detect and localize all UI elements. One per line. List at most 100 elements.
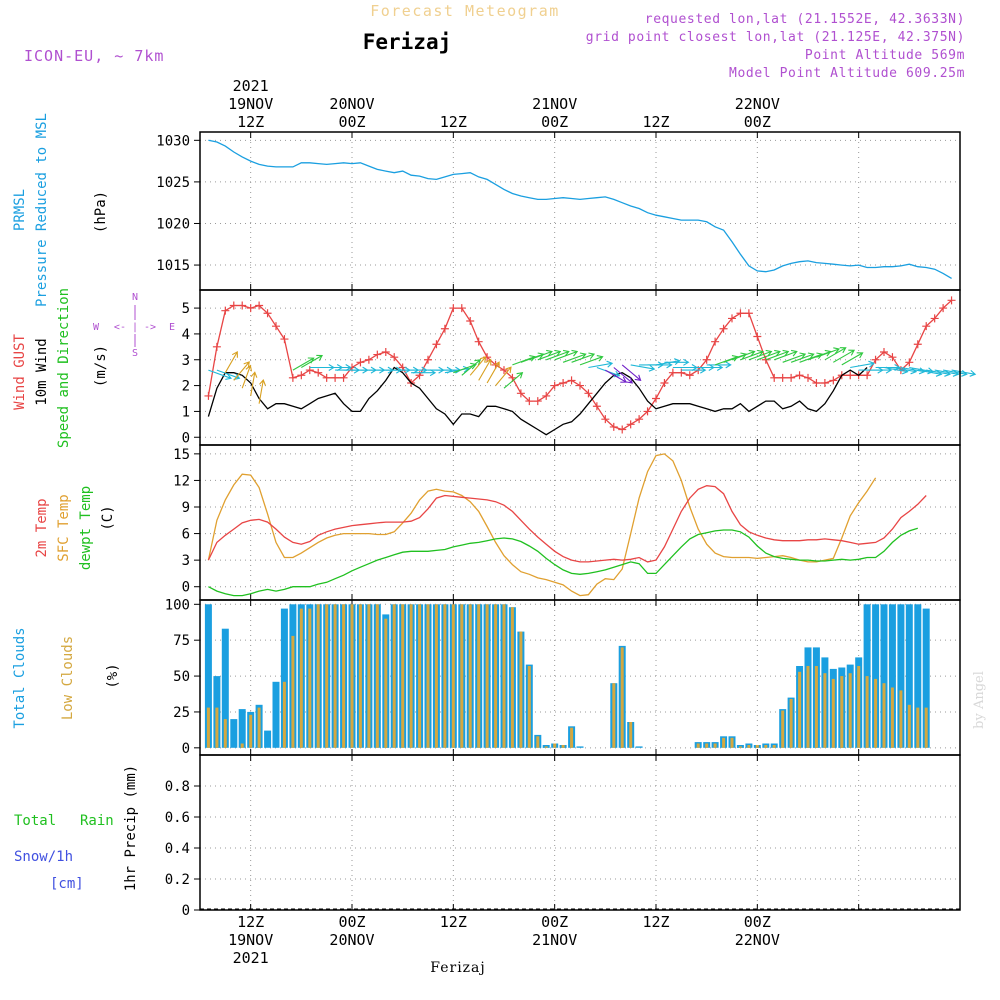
y-tick-label: 5 bbox=[182, 301, 190, 317]
low-cloud-bar bbox=[874, 678, 878, 748]
gust-marker bbox=[576, 381, 584, 390]
gust-marker bbox=[474, 337, 483, 346]
wind-labels: Wind GUST 10m Wind Speed and Direction (… bbox=[12, 288, 175, 448]
gust-marker bbox=[744, 309, 753, 318]
low-cloud-bar bbox=[561, 745, 565, 748]
gust-marker bbox=[297, 371, 306, 380]
time-label-top: 00Z bbox=[338, 113, 365, 131]
low-cloud-bar bbox=[924, 707, 928, 748]
wind-arrow bbox=[765, 349, 790, 361]
low-cloud-bar bbox=[485, 604, 489, 748]
y-tick-label: 4 bbox=[182, 327, 190, 343]
wind-arrow bbox=[301, 354, 324, 368]
wind-arrow bbox=[621, 364, 642, 381]
low-cloud-bar bbox=[418, 604, 422, 748]
gust-marker bbox=[829, 376, 838, 385]
dewpoint-line bbox=[208, 527, 918, 597]
total-cloud-bar bbox=[905, 604, 913, 748]
y-tick-label: 3 bbox=[182, 353, 190, 369]
low-cloud-bar bbox=[282, 681, 286, 748]
time-label-bottom: 00Z bbox=[338, 913, 365, 931]
low-cloud-bar bbox=[755, 745, 759, 748]
low-cloud-bar bbox=[333, 604, 337, 748]
wind-arrow bbox=[841, 352, 864, 366]
gust-marker bbox=[305, 366, 314, 375]
pressure-line bbox=[208, 139, 952, 279]
gust-marker bbox=[753, 332, 762, 341]
total-cloud-bar bbox=[230, 719, 238, 748]
wind-arrow bbox=[883, 366, 909, 375]
total-cloud-bar bbox=[897, 604, 905, 748]
low-cloud-bar bbox=[865, 676, 869, 748]
gust-marker bbox=[373, 350, 382, 359]
wind-arrow bbox=[224, 350, 238, 373]
low-cloud-bar bbox=[223, 719, 227, 748]
temp-2m-label: 2m Temp bbox=[34, 498, 50, 557]
wind-arrow bbox=[782, 352, 807, 363]
low-cloud-bar bbox=[401, 604, 405, 748]
gust-marker bbox=[660, 379, 669, 387]
watermark: by Angel bbox=[972, 671, 987, 729]
time-label-top: 21NOV bbox=[532, 95, 577, 113]
wind-gust-label: Wind GUST bbox=[12, 334, 28, 410]
pressure-unit: (hPa) bbox=[93, 191, 109, 233]
low-cloud-bar bbox=[443, 604, 447, 748]
gust-marker bbox=[525, 397, 534, 406]
compass-mid: <- | -> bbox=[114, 322, 156, 333]
low-cloud-bar bbox=[249, 714, 253, 748]
gust-marker bbox=[314, 368, 323, 377]
panel-clouds: 0 25 50 75 100 bbox=[165, 597, 961, 757]
wind-arrow bbox=[486, 361, 500, 384]
pressure-labels: PRMSL Pressure Reduced to MSL (hPa) bbox=[12, 113, 109, 307]
gust-marker bbox=[255, 301, 264, 310]
time-label-top: 00Z bbox=[744, 113, 771, 131]
gust-marker bbox=[592, 402, 601, 411]
wind-arrow bbox=[478, 358, 492, 381]
total-cloud-bar bbox=[922, 608, 930, 748]
temp-2m-line bbox=[207, 485, 927, 563]
gust-marker bbox=[424, 355, 432, 364]
y-tick-label: 15 bbox=[173, 447, 190, 463]
low-cloud-bar bbox=[789, 699, 793, 748]
y-tick-label: 0 bbox=[182, 741, 190, 757]
wind-arrow bbox=[951, 369, 977, 377]
wind-arrow bbox=[850, 360, 875, 369]
gust-marker bbox=[339, 373, 348, 382]
low-cloud-bar bbox=[553, 743, 557, 748]
chart-plots: 1015102010251030012345036912150255075100… bbox=[156, 77, 977, 967]
low-cloud-bar bbox=[882, 683, 886, 748]
gust-marker bbox=[212, 342, 221, 351]
time-label-top: 20NOV bbox=[329, 95, 374, 113]
wind-arrow bbox=[790, 352, 815, 363]
low-cloud-bar bbox=[502, 604, 506, 748]
wind-arrow bbox=[706, 361, 732, 369]
point-altitude: Point Altitude 569m bbox=[805, 48, 965, 63]
total-cloud-bar bbox=[914, 604, 922, 748]
y-tick-label: 12 bbox=[173, 473, 190, 489]
total-cloud-bar bbox=[635, 746, 643, 748]
gust-marker bbox=[905, 358, 914, 367]
low-cloud-bar bbox=[738, 746, 742, 748]
gust-marker bbox=[820, 379, 829, 387]
gust-marker bbox=[871, 355, 880, 364]
gust-marker bbox=[778, 373, 787, 382]
low-cloud-bar bbox=[629, 722, 633, 748]
panel-precipitation: 0 0.2 0.4 0.6 0.8 bbox=[165, 754, 961, 919]
gust-marker bbox=[719, 324, 728, 333]
time-label-top: 00Z bbox=[541, 113, 568, 131]
wind-arrow bbox=[731, 349, 756, 361]
snow-unit-label: [cm] bbox=[50, 876, 84, 892]
low-cloud-bar bbox=[342, 604, 346, 748]
total-cloud-bar bbox=[888, 604, 896, 748]
time-label-bottom: 21NOV bbox=[532, 931, 577, 949]
low-cloud-bar bbox=[705, 743, 709, 748]
gust-marker bbox=[280, 335, 289, 344]
y-tick-label: 0.4 bbox=[165, 841, 190, 857]
panel-frame bbox=[199, 444, 961, 601]
low-cloud-bar bbox=[840, 676, 844, 748]
wind-dir-label: Speed and Direction bbox=[56, 288, 72, 448]
low-cloud-bar bbox=[781, 710, 785, 748]
low-cloud-bar bbox=[325, 604, 329, 748]
low-cloud-bar bbox=[291, 635, 295, 748]
